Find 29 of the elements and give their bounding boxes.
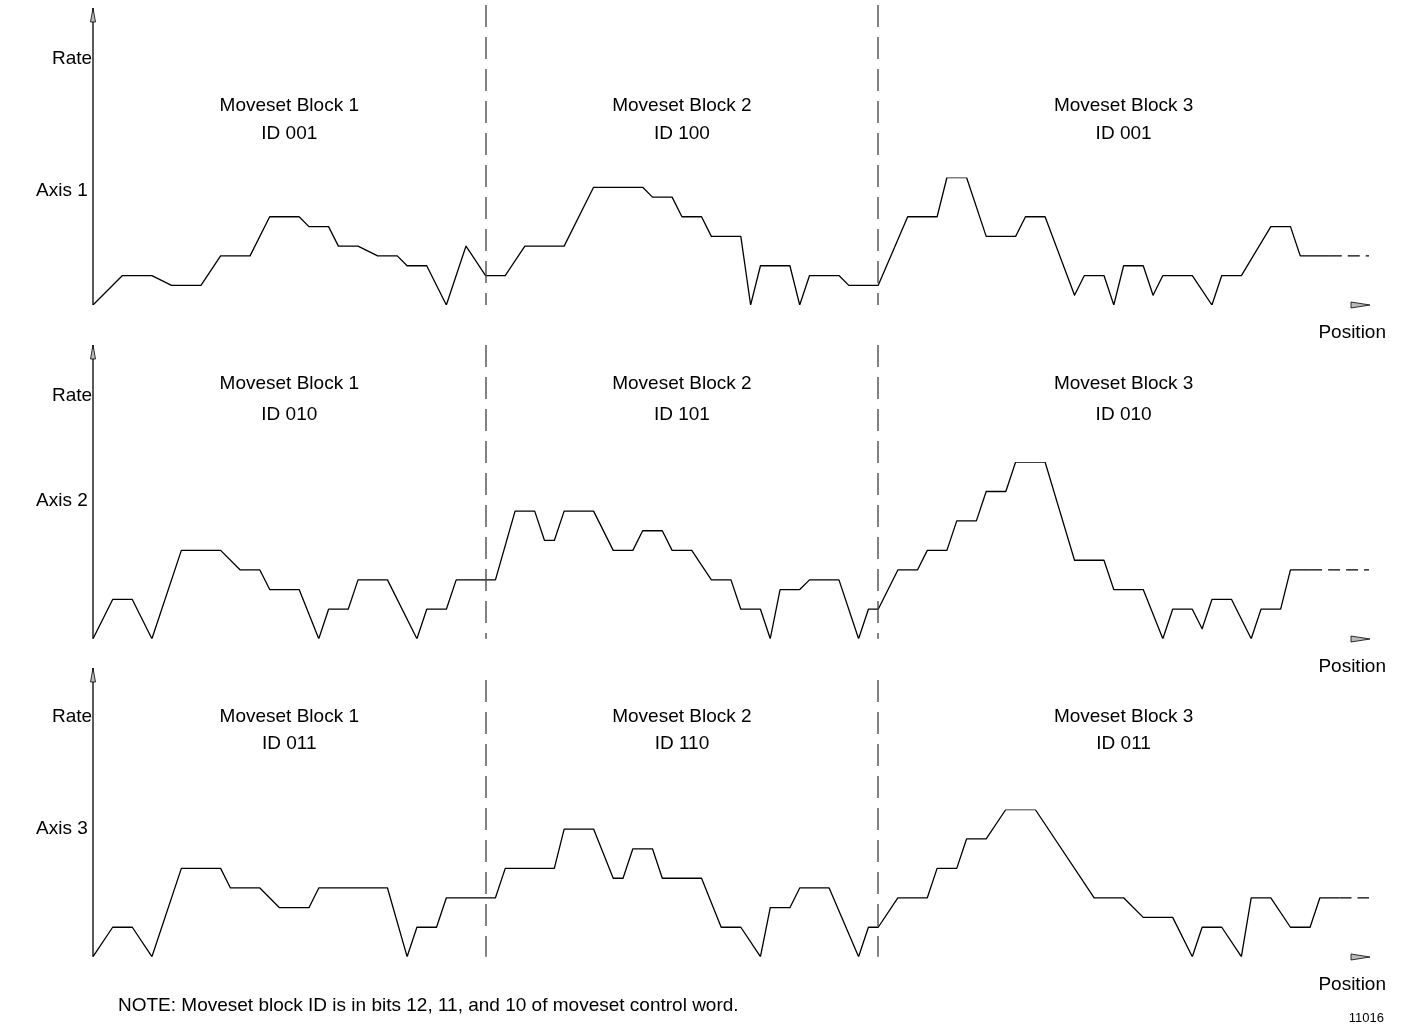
y-axis-title: Rate bbox=[52, 704, 93, 727]
x-axis-title: Position bbox=[1318, 654, 1386, 677]
text: Moveset Block 2 bbox=[612, 371, 752, 394]
text: Moveset Block 3 bbox=[1053, 704, 1194, 727]
text: Moveset Block 1 bbox=[219, 704, 359, 727]
text: ID 100 bbox=[653, 121, 710, 144]
text: ID 010 bbox=[1095, 402, 1152, 425]
chart-title: Axis 3 bbox=[36, 816, 88, 839]
text: Moveset Block 2 bbox=[612, 93, 752, 116]
chart-title: Axis 1 bbox=[36, 178, 88, 201]
text: Moveset Block 3 bbox=[1053, 371, 1194, 394]
text: 11016 bbox=[1348, 1009, 1384, 1026]
text: ID 011 bbox=[262, 731, 317, 754]
y-axis-title: Rate bbox=[52, 383, 93, 406]
text: Moveset Block 1 bbox=[219, 371, 359, 394]
text: Axis 2 bbox=[36, 488, 88, 511]
text: ID 101 bbox=[653, 402, 710, 425]
text: ID 110 bbox=[654, 731, 710, 754]
text: Moveset Block 1 bbox=[219, 93, 359, 116]
text: Moveset Block 3 bbox=[1053, 93, 1194, 116]
y-axis-title: Rate bbox=[52, 46, 93, 69]
x-axis-title: Position bbox=[1318, 972, 1386, 995]
x-axis-title: Position bbox=[1318, 320, 1386, 343]
text: ID 001 bbox=[1095, 121, 1152, 144]
text: NOTE: Moveset block ID is in bits 12, 11, and 10 of moveset control word. bbox=[118, 993, 739, 1016]
text: ID 010 bbox=[261, 402, 318, 425]
text: ID 011 bbox=[1096, 731, 1151, 754]
text: ID 001 bbox=[261, 121, 318, 144]
text: Moveset Block 2 bbox=[612, 704, 752, 727]
